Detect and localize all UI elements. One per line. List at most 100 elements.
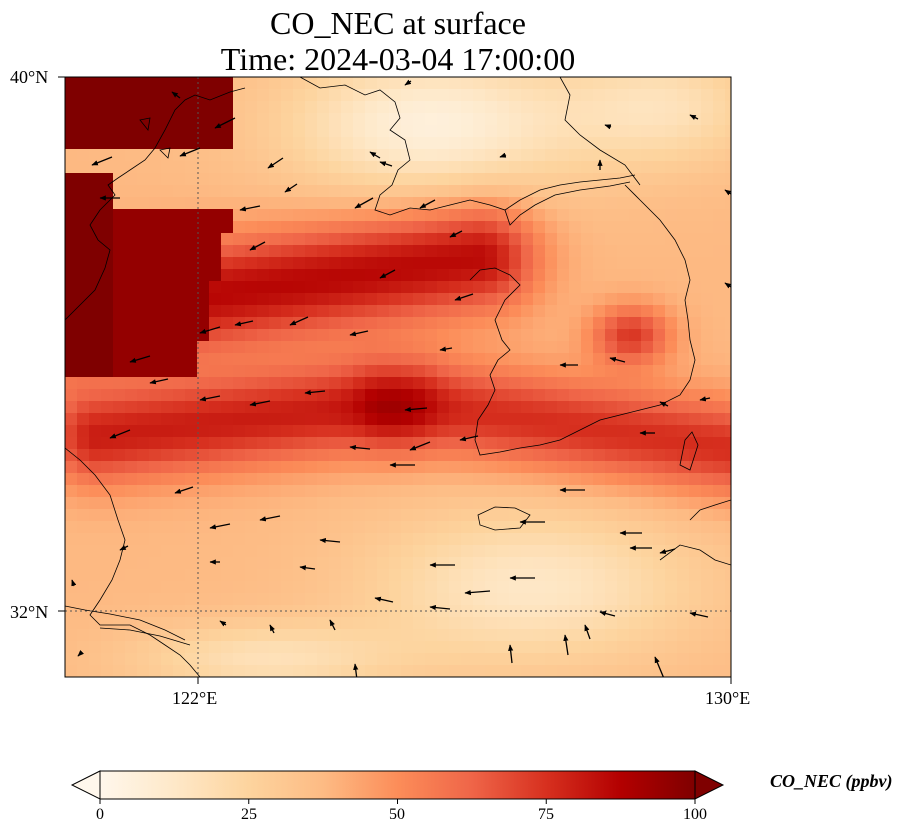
field-cell	[689, 161, 702, 174]
field-cell	[137, 641, 150, 654]
field-cell	[449, 473, 462, 486]
wind-arrow	[219, 620, 227, 627]
field-cell	[569, 533, 582, 546]
field-cell	[701, 233, 714, 246]
field-cell	[101, 521, 114, 534]
field-cell	[581, 617, 594, 630]
field-cell	[485, 329, 498, 342]
field-cell	[245, 485, 258, 498]
field-cell	[437, 101, 450, 114]
field-cell	[173, 233, 186, 246]
field-cell	[65, 365, 78, 378]
field-cell	[449, 617, 462, 630]
field-cell	[353, 629, 366, 642]
field-cell	[329, 197, 342, 210]
field-cell	[569, 233, 582, 246]
field-cell	[473, 425, 486, 438]
wind-arrow	[329, 619, 336, 631]
field-cell	[89, 149, 102, 162]
field-cell	[233, 485, 246, 498]
field-cell	[485, 197, 498, 210]
field-cell	[533, 89, 546, 102]
field-cell	[281, 125, 294, 138]
field-cell	[461, 281, 474, 294]
field-cell	[677, 605, 690, 618]
field-cell	[233, 221, 246, 234]
field-cell	[521, 257, 534, 270]
field-cell	[473, 257, 486, 270]
field-cell	[209, 401, 222, 414]
field-cell	[401, 617, 414, 630]
field-cell	[581, 101, 594, 114]
field-cell	[341, 137, 354, 150]
field-cell	[545, 425, 558, 438]
field-cell	[401, 653, 414, 666]
field-cell	[689, 353, 702, 366]
field-cell	[341, 305, 354, 318]
field-cell	[653, 113, 666, 126]
field-cell	[245, 257, 258, 270]
field-cell	[341, 617, 354, 630]
field-cell	[233, 149, 246, 162]
field-cell	[329, 389, 342, 402]
field-cell	[77, 497, 90, 510]
field-cell	[497, 197, 510, 210]
field-cell	[101, 173, 114, 186]
field-cell	[641, 389, 654, 402]
field-cell	[185, 305, 198, 318]
field-cell	[485, 581, 498, 594]
field-cell	[209, 629, 222, 642]
field-cell	[149, 569, 162, 582]
field-cell	[305, 317, 318, 330]
field-cell	[401, 461, 414, 474]
field-cell	[113, 317, 126, 330]
field-cell	[461, 353, 474, 366]
field-cell	[533, 593, 546, 606]
field-cell	[473, 533, 486, 546]
field-cell	[221, 161, 234, 174]
field-cell	[425, 329, 438, 342]
field-cell	[125, 257, 138, 270]
field-cell	[725, 605, 731, 618]
field-cell	[221, 461, 234, 474]
field-cell	[509, 173, 522, 186]
wind-arrow	[354, 197, 374, 209]
field-cell	[65, 533, 78, 546]
field-cell	[209, 533, 222, 546]
field-cell	[401, 329, 414, 342]
field-cell	[269, 245, 282, 258]
field-cell	[377, 437, 390, 450]
field-cell	[77, 617, 90, 630]
field-cell	[497, 629, 510, 642]
field-cell	[125, 461, 138, 474]
field-cell	[221, 665, 234, 677]
field-cell	[209, 557, 222, 570]
field-cell	[293, 413, 306, 426]
field-cell	[701, 545, 714, 558]
field-cell	[89, 269, 102, 282]
field-cell	[77, 437, 90, 450]
field-cell	[533, 605, 546, 618]
field-cell	[557, 581, 570, 594]
field-cell	[317, 185, 330, 198]
field-cell	[701, 413, 714, 426]
field-cell	[329, 305, 342, 318]
field-cell	[449, 77, 462, 90]
field-cell	[545, 161, 558, 174]
field-cell	[653, 413, 666, 426]
field-cell	[293, 509, 306, 522]
field-cell	[197, 209, 210, 222]
field-cell	[617, 257, 630, 270]
field-cell	[77, 593, 90, 606]
field-cell	[485, 593, 498, 606]
field-cell	[293, 197, 306, 210]
field-cell	[209, 77, 222, 90]
field-cell	[293, 497, 306, 510]
field-cell	[89, 557, 102, 570]
field-cell	[509, 425, 522, 438]
field-cell	[653, 617, 666, 630]
field-cell	[197, 77, 210, 90]
field-cell	[425, 125, 438, 138]
field-cell	[713, 533, 726, 546]
field-cell	[389, 569, 402, 582]
